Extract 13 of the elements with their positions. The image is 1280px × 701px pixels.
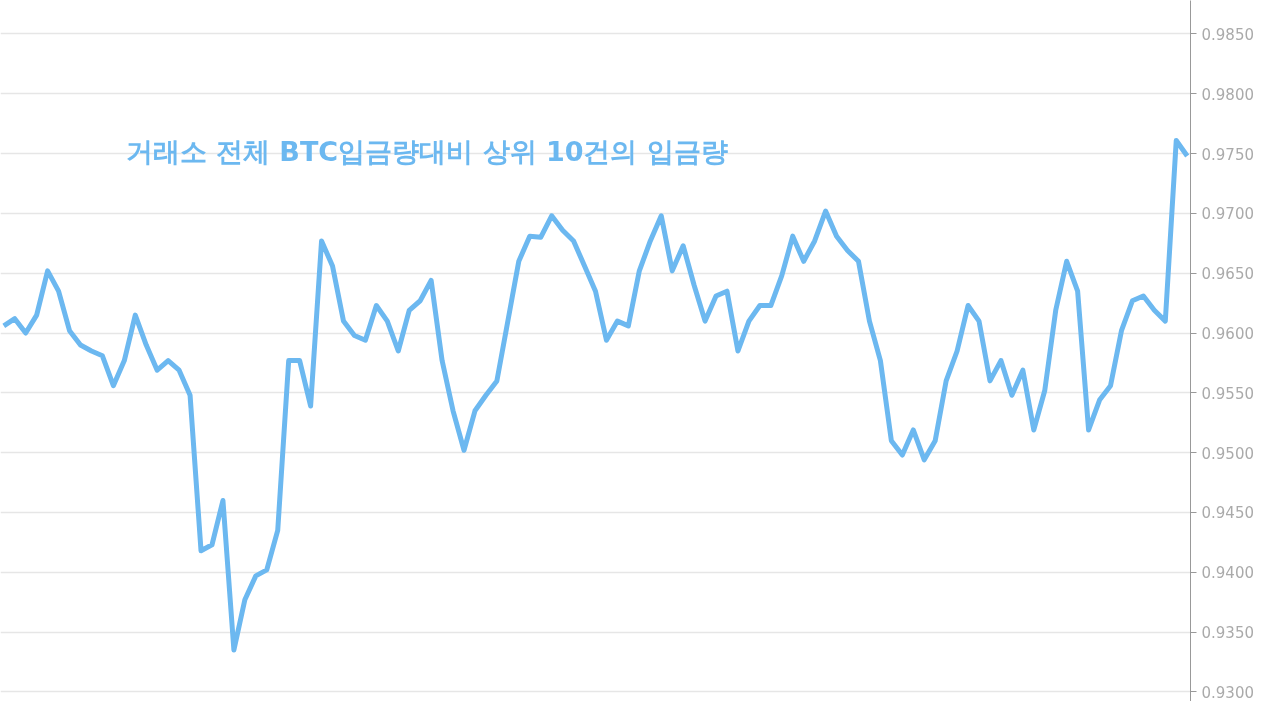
y-tick-label: 0.9550 [1201, 384, 1254, 403]
y-tick-label: 0.9700 [1201, 205, 1254, 224]
y-tick-label: 0.9500 [1201, 444, 1254, 463]
y-tick-label: 0.9300 [1201, 683, 1254, 701]
text: 거래소 전체 BTC입금량대비 상위 10건의 입금량 [125, 135, 728, 167]
y-tick-label: 0.9800 [1201, 85, 1254, 104]
y-tick-label: 0.9650 [1201, 265, 1254, 284]
y-tick-label: 0.9600 [1201, 325, 1254, 344]
y-tick-label: 0.9400 [1201, 564, 1254, 583]
y-tick-label: 0.9850 [1201, 25, 1254, 44]
y-tick-label: 0.9450 [1201, 504, 1254, 523]
y-tick-label: 0.9750 [1201, 145, 1254, 164]
y-tick-label: 0.9350 [1201, 624, 1254, 643]
